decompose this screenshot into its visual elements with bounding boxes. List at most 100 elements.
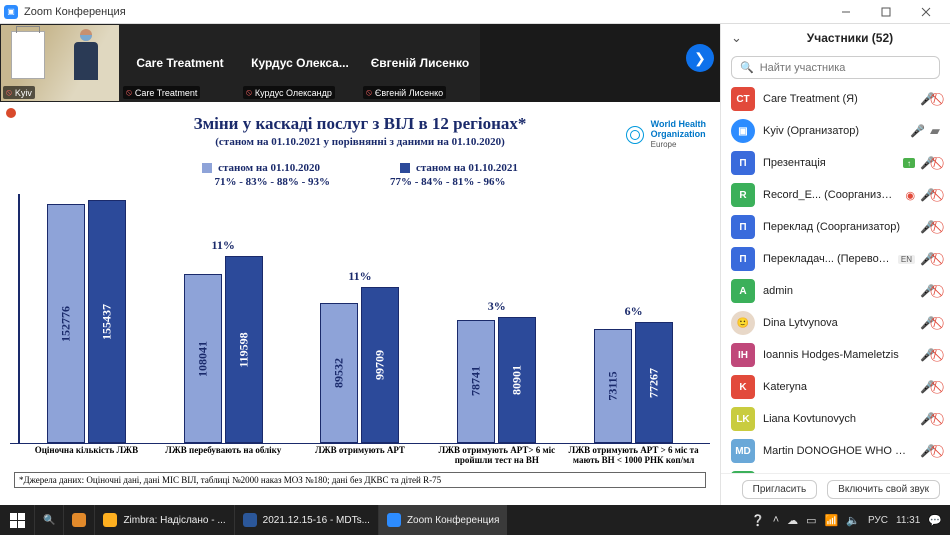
flipchart-icon xyxy=(11,31,45,79)
participant-row[interactable]: ▣Kyiv (Организатор)🎤▰ xyxy=(721,115,950,147)
bar-2020: 89532 xyxy=(320,303,358,443)
mic-off-icon: 🎤̸ xyxy=(920,444,935,458)
participant-row[interactable]: ППрезентація↑🎤̸⃠ xyxy=(721,147,950,179)
participants-panel: ⌄ Участники (52) 🔍 CT Care Treatment (Я) 🎤… xyxy=(720,24,950,505)
avatar: LK xyxy=(731,407,755,431)
video-thumb[interactable]: Євгеній Лисенко⦸Євгеній Лисенко xyxy=(360,24,480,102)
minimize-button[interactable] xyxy=(826,0,866,24)
volume-tray-icon[interactable]: 🔈 xyxy=(846,514,860,527)
presenter-figure xyxy=(71,29,101,89)
avatar: П xyxy=(731,247,755,271)
mic-off-icon: ⦸ xyxy=(366,87,372,98)
participant-name: Liana Kovtunovych xyxy=(763,413,912,425)
avatar: IH xyxy=(731,343,755,367)
next-videos-button[interactable]: ❯ xyxy=(686,44,714,72)
taskbar-app[interactable]: Zoom Конференция xyxy=(378,505,507,535)
category-label: ЛЖВ перебувають на обліку xyxy=(155,446,292,466)
avatar: R xyxy=(731,183,755,207)
collapse-panel-button[interactable]: ⌄ xyxy=(731,30,742,46)
bar-chart: 15277615543711%10804111959811%8953299709… xyxy=(10,194,710,444)
category-label: ЛЖВ отримують АРТ > 6 міс та мають ВН < … xyxy=(565,446,702,466)
cloud-tray-icon[interactable]: ☁ xyxy=(787,514,798,527)
slide-title: Зміни у каскаді послуг з ВІЛ в 12 регіон… xyxy=(10,114,710,134)
mic-off-icon: ⦸ xyxy=(246,87,252,98)
participant-name: Перекладач... (Переводчик) xyxy=(763,253,890,265)
recording-indicator-icon xyxy=(6,108,16,118)
bar-value: 119598 xyxy=(236,332,251,367)
bar-value: 152776 xyxy=(58,306,73,342)
mic-off-icon: 🎤̸ xyxy=(920,156,935,170)
tray-lang[interactable]: РУС xyxy=(868,515,888,526)
gain-label: 3% xyxy=(428,299,565,314)
participant-row[interactable]: MDMartin DONOGHOE WHO Ukrai...🎤̸⃠ xyxy=(721,435,950,467)
start-button[interactable] xyxy=(0,505,34,535)
video-thumb-kyiv[interactable]: ⦸Kyiv xyxy=(0,24,120,102)
avatar: 🙂 xyxy=(731,311,755,335)
mic-off-icon: 🎤̸ xyxy=(920,348,935,362)
mic-off-icon: 🎤̸ xyxy=(920,220,935,234)
tray-time[interactable]: 11:31 xyxy=(896,515,920,526)
participant-row[interactable]: ППереклад (Соорганизатор)🎤̸⃠ xyxy=(721,211,950,243)
avatar: CT xyxy=(731,87,755,111)
participant-name: Care Treatment (Я) xyxy=(763,93,912,105)
bar-value: 80901 xyxy=(510,365,525,395)
mic-off-icon: 🎤̸ xyxy=(920,284,935,298)
recording-icon: ◉ xyxy=(905,189,915,202)
unmute-self-button[interactable]: Включить свой звук xyxy=(827,480,940,499)
legend-swatch-2021 xyxy=(400,163,410,173)
category-label: ЛЖВ отримують АРТ> 6 міс пройшли тест на… xyxy=(428,446,565,466)
category-label: Оціночна кількість ЛЖВ xyxy=(18,446,155,466)
bar-value: 89532 xyxy=(332,358,347,388)
battery-tray-icon[interactable]: ▭ xyxy=(806,514,816,527)
tray-up-icon[interactable]: ˄ xyxy=(773,514,779,526)
taskbar-app[interactable]: Zimbra: Надіслано - ... xyxy=(94,505,233,535)
mic-off-icon: 🎤̸ xyxy=(920,316,935,330)
participant-row[interactable]: KKateryna🎤̸⃠ xyxy=(721,371,950,403)
participant-row[interactable]: CTCare Treatment (Я)🎤̸⃠ xyxy=(721,83,950,115)
participant-name: Ioannis Hodges-Mameletzis xyxy=(763,349,912,361)
participants-title: Участники (52) xyxy=(760,31,940,45)
bar-2020: 73115 xyxy=(594,329,632,443)
app-icon xyxy=(103,513,117,527)
participant-name: Презентація xyxy=(763,157,895,169)
task-search-button[interactable]: 🔍 xyxy=(34,505,63,535)
notifications-tray-icon[interactable]: 💬 xyxy=(928,514,942,527)
who-logo: World Health Organization Europe xyxy=(626,120,706,150)
participant-row[interactable]: 🙂Dina Lytvynova🎤̸⃠ xyxy=(721,307,950,339)
thumb-name: Євгеній Лисенко xyxy=(367,56,473,70)
bar-group: 11%108041119598 xyxy=(155,256,292,443)
mic-off-icon: ⦸ xyxy=(6,87,12,98)
participant-name: Переклад (Соорганизатор) xyxy=(763,221,912,233)
invite-button[interactable]: Пригласить xyxy=(742,480,818,499)
bar-group: 152776155437 xyxy=(18,200,155,443)
taskbar-app[interactable]: 2021.12.15-16 - MDTs... xyxy=(234,505,378,535)
bar-value: 108041 xyxy=(195,341,210,377)
participant-row[interactable]: IHIoannis Hodges-Mameletzis🎤̸⃠ xyxy=(721,339,950,371)
help-tray-icon[interactable]: ❔ xyxy=(751,514,765,527)
thumb-label: Євгеній Лисенко xyxy=(375,88,443,98)
search-input[interactable] xyxy=(760,62,931,74)
participant-search[interactable]: 🔍 xyxy=(731,56,940,79)
thumb-label: Kyiv xyxy=(15,88,32,98)
category-labels: Оціночна кількість ЛЖВЛЖВ перебувають на… xyxy=(10,444,710,466)
participant-row[interactable]: LKLiana Kovtunovych🎤̸⃠ xyxy=(721,403,950,435)
participant-row[interactable]: RRecord_E... (Соорганизатор)◉🎤̸⃠ xyxy=(721,179,950,211)
search-icon: 🔍 xyxy=(740,61,754,74)
video-thumb[interactable]: Курдус Олекса... ⦸Курдус Олександр xyxy=(240,24,360,102)
pct-2020: 71% - 83% - 88% - 93% xyxy=(215,176,331,188)
app-icon xyxy=(72,513,86,527)
video-thumb[interactable]: Care Treatment⦸Care Treatment xyxy=(120,24,240,102)
thumb-name: Курдус Олекса... xyxy=(247,56,353,70)
participant-row[interactable]: Aadmin🎤̸⃠ xyxy=(721,275,950,307)
mic-off-icon: 🎤̸ xyxy=(920,92,935,106)
thumb-label: Курдус Олександр xyxy=(255,88,332,98)
taskbar-app[interactable] xyxy=(63,505,94,535)
app-icon xyxy=(243,513,257,527)
wifi-tray-icon[interactable]: 📶 xyxy=(825,514,839,527)
chart-legend: станом на 01.10.2020 станом на 01.10.202… xyxy=(10,162,710,174)
window-title: Zoom Конференция xyxy=(24,6,826,18)
close-button[interactable] xyxy=(906,0,946,24)
maximize-button[interactable] xyxy=(866,0,906,24)
participant-row[interactable]: ППерекладач... (Переводчик)EN🎤̸⃠ xyxy=(721,243,950,275)
category-label: ЛЖВ отримують АРТ xyxy=(292,446,429,466)
